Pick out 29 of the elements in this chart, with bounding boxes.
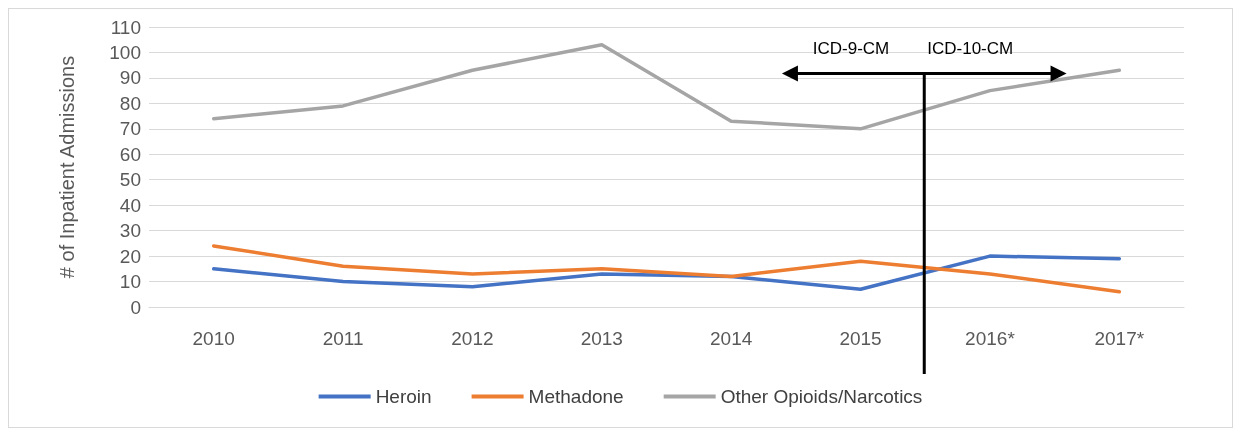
- line-series: [211, 244, 1122, 294]
- x-tick-label: 2015: [839, 328, 882, 349]
- y-tick-label: 80: [119, 92, 141, 114]
- x-tick-label: 2017*: [1094, 328, 1145, 349]
- annotation: ICD-9-CM: [812, 39, 890, 59]
- legend-label: Heroin: [375, 386, 432, 407]
- x-tick-label: 2011: [322, 328, 364, 349]
- legend-label: Other Opioids/Narcotics: [720, 386, 923, 407]
- y-tick-label: 40: [119, 194, 141, 216]
- x-tick-label: 2013: [580, 328, 623, 349]
- y-tick-label: 70: [119, 118, 141, 140]
- y-tick-label: 20: [119, 245, 141, 267]
- y-tick-label: 100: [109, 41, 141, 63]
- x-tick-label: 2016*: [965, 328, 1016, 349]
- annotation: ICD-10-CM: [927, 39, 1014, 59]
- line-series: [211, 254, 1122, 291]
- y-tick-label: 50: [119, 169, 141, 191]
- legend-label: Methadone: [528, 386, 624, 407]
- line-series: [211, 43, 1122, 131]
- y-tick-label: 90: [119, 67, 141, 89]
- y-tick-label: 10: [119, 271, 141, 293]
- x-tick-label: 2014: [710, 328, 753, 349]
- y-tick-label: 0: [130, 296, 141, 318]
- x-tick-label: 2010: [192, 328, 235, 349]
- y-tick-label: 30: [119, 220, 141, 242]
- y-axis-title: # of Inpatient Admissions: [56, 55, 78, 279]
- y-tick-label: 110: [110, 16, 141, 38]
- y-tick-label: 60: [119, 143, 141, 165]
- x-tick-label: 2012: [451, 328, 494, 349]
